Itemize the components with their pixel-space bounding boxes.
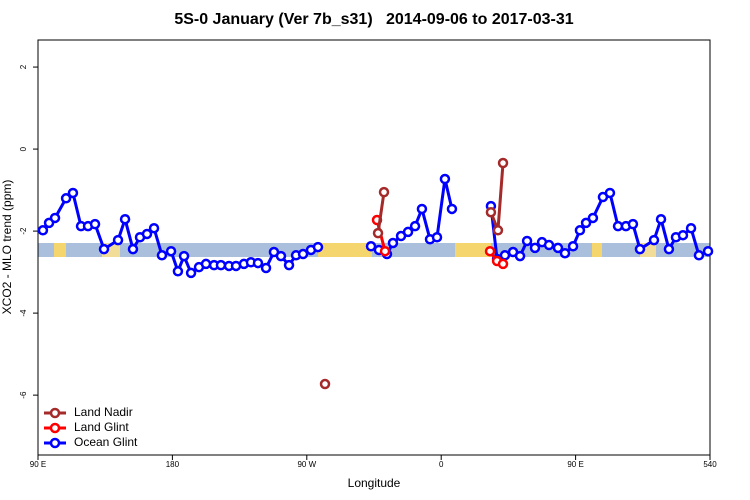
data-point (648, 234, 660, 246)
data-point (49, 212, 61, 224)
data-point (409, 220, 421, 232)
data-point (663, 243, 675, 255)
data-point (297, 248, 309, 260)
data-point (587, 212, 599, 224)
y-tick-label: -4 (19, 309, 28, 317)
chart-title: 5S-0 January (Ver 7b_s31) 2014-09-06 to … (174, 11, 573, 28)
x-tick-label: 0 (439, 460, 444, 469)
x-tick-label: 90 W (297, 460, 316, 469)
data-point (319, 378, 331, 390)
land-band (592, 243, 602, 257)
x-axis-label: Longitude (348, 476, 401, 490)
data-point (521, 235, 533, 247)
data-point (702, 245, 714, 257)
data-point (215, 259, 227, 271)
data-point (431, 231, 443, 243)
data-point (543, 239, 555, 251)
data-point (580, 217, 592, 229)
y-tick-label: -6 (19, 391, 28, 399)
data-point (387, 237, 399, 249)
data-point (127, 243, 139, 255)
data-point (172, 266, 184, 277)
data-point (112, 234, 124, 246)
data-point (89, 218, 101, 230)
data-point (379, 245, 391, 257)
legend-label: Ocean Glint (74, 435, 138, 449)
data-point (312, 241, 324, 253)
data-point (514, 250, 526, 262)
x-tick-label: 90 E (30, 460, 46, 469)
data-point (574, 225, 586, 236)
y-axis-label: XCO2 - MLO trend (ppm) (0, 180, 14, 315)
data-point (604, 187, 616, 199)
data-point (37, 225, 49, 236)
y-tick-label: 2 (19, 64, 28, 69)
data-point (365, 241, 377, 252)
data-point (60, 193, 72, 204)
data-point (439, 173, 451, 185)
data-point (485, 206, 497, 218)
data-point (178, 250, 190, 262)
x-tick-label: 540 (703, 460, 717, 469)
legend-label: Land Nadir (74, 405, 133, 419)
data-point (156, 250, 168, 261)
data-point (141, 228, 153, 240)
data-point (499, 250, 511, 261)
data-point (685, 222, 697, 234)
data-point (185, 267, 197, 279)
data-point (165, 245, 177, 257)
legend-marker (49, 437, 61, 449)
land-band (318, 243, 372, 257)
x-tick-label: 90 E (567, 460, 583, 469)
data-point (634, 243, 646, 255)
data-point (200, 258, 212, 270)
data-point (67, 187, 79, 199)
data-point (567, 241, 579, 252)
data-point (492, 225, 504, 236)
data-point (275, 250, 287, 262)
series-line (376, 162, 505, 234)
data-point (446, 203, 458, 215)
data-point (252, 257, 264, 269)
data-point (497, 258, 509, 270)
legend-marker (49, 407, 61, 419)
land-band (54, 243, 66, 257)
data-point (693, 250, 705, 261)
data-point (402, 226, 414, 238)
data-point (559, 247, 571, 259)
data-point (119, 213, 131, 225)
data-point (416, 203, 428, 215)
data-point (283, 259, 295, 271)
data-point (260, 262, 272, 274)
data-point (98, 243, 110, 255)
data-point (627, 218, 639, 230)
y-tick-label: -2 (19, 227, 28, 235)
y-tick-label: 0 (19, 146, 28, 151)
land-band (455, 243, 491, 257)
data-point (372, 227, 384, 239)
data-point (655, 213, 667, 225)
data-point (148, 222, 160, 234)
legend-label: Land Glint (74, 420, 129, 434)
data-point (484, 245, 496, 257)
data-point (378, 186, 390, 198)
data-point (529, 242, 541, 254)
legend-marker (49, 422, 61, 434)
data-point (677, 229, 689, 241)
x-tick-label: 180 (166, 460, 180, 469)
data-point (497, 157, 509, 169)
data-point (552, 242, 564, 254)
